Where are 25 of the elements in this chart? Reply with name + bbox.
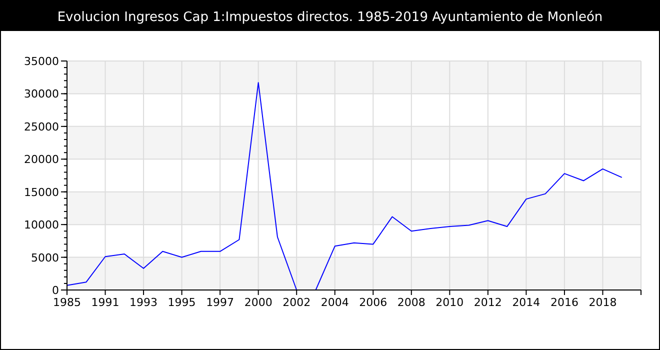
x-tick-label: 1993	[130, 296, 158, 309]
x-tick-label: 2004	[320, 296, 349, 309]
x-tick-label: 1995	[168, 296, 196, 309]
x-tick-label: 2010	[436, 296, 464, 309]
y-tick-label: 5000	[31, 251, 59, 264]
y-tick-label: 25000	[24, 120, 59, 134]
y-tick-label: 10000	[24, 218, 59, 232]
x-tick-label: 1985	[53, 296, 81, 309]
x-tick-label: 1991	[91, 296, 120, 309]
x-tick-label: 2016	[550, 296, 578, 309]
y-tick-label: 0	[52, 284, 59, 297]
y-tick-label: 30000	[24, 88, 59, 101]
x-tick-label: 2012	[474, 296, 502, 309]
x-tick-label: 2006	[359, 296, 388, 309]
x-tick-label: 2008	[397, 296, 426, 309]
x-tick-label: 1997	[206, 296, 234, 309]
line-series	[66, 82, 622, 290]
y-tick-label: 35000	[24, 55, 59, 68]
x-tick-label: 2018	[588, 296, 617, 309]
x-tick-label: 2002	[282, 296, 311, 309]
chart-title: Evolucion Ingresos Cap 1:Impuestos directos. 1985-2019 Ayuntamiento de Monleón	[57, 10, 603, 25]
x-tick-label: 2000	[244, 296, 272, 309]
x-tick-label: 2014	[512, 296, 540, 309]
y-tick-label: 15000	[24, 186, 59, 199]
y-tick-label: 20000	[24, 153, 59, 166]
